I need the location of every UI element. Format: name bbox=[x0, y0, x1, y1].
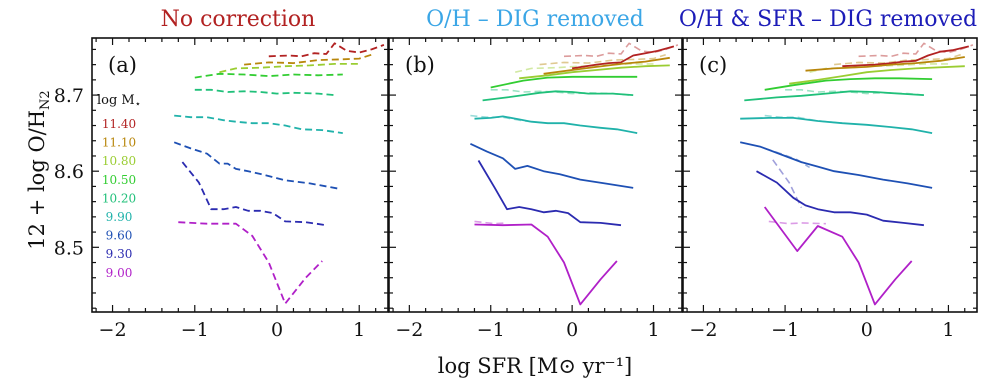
panel-a-series-line bbox=[181, 161, 327, 227]
panel-c-series-line bbox=[789, 65, 965, 85]
panel-c-title: O/H & SFR – DIG removed bbox=[679, 7, 977, 32]
panel-b-series-line bbox=[519, 64, 670, 80]
panels: −2 −1 0 1 8.5 8.6 8.7 (a) log M⋆ 11.40 11.10 10.80 1… bbox=[54, 37, 978, 341]
panel-c-x-tick-label: 1 bbox=[942, 319, 954, 341]
legend-title: log M⋆ bbox=[97, 93, 141, 110]
panel-a-y-tick-label: 8.7 bbox=[54, 85, 84, 107]
panel-b-series-line bbox=[543, 56, 670, 75]
panel-a-series-line bbox=[174, 114, 343, 134]
panel-c-series-line bbox=[744, 90, 924, 102]
panel-b-x-tick-label: −1 bbox=[477, 319, 505, 341]
panel-a-y-tick-label: 8.6 bbox=[54, 161, 84, 183]
panel-c-x-tick-label: 0 bbox=[861, 319, 873, 341]
panel-b-series-line bbox=[539, 53, 666, 66]
legend-entry: 10.50 bbox=[102, 173, 136, 187]
panel-c-series-line bbox=[763, 206, 913, 306]
panel-a-x-tick-label: −2 bbox=[99, 319, 127, 341]
panel-b-x-tick-label: 1 bbox=[647, 319, 659, 341]
panel-c-x-tick-label: −1 bbox=[771, 319, 799, 341]
panel-b: −2 −1 0 1 (b) bbox=[388, 37, 683, 341]
panel-a-label: (a) bbox=[108, 53, 137, 77]
panel-c-series-line bbox=[740, 141, 933, 189]
panel-c-series-line bbox=[834, 53, 961, 66]
panel-a-x-tick-label: 0 bbox=[271, 319, 283, 341]
panel-b-series-line bbox=[470, 114, 548, 124]
legend-entry: 11.10 bbox=[102, 136, 136, 150]
legend-entry: 9.30 bbox=[106, 247, 133, 261]
panel-a-y-tick-label: 8.5 bbox=[54, 237, 84, 259]
panel-a-series-line bbox=[219, 63, 360, 74]
legend-entry: 9.60 bbox=[106, 229, 133, 243]
y-axis-label-sub: N2 bbox=[38, 90, 53, 110]
panel-b-x-tick-label: 0 bbox=[566, 319, 578, 341]
panel-b-series-line bbox=[571, 45, 675, 70]
panel-b-label: (b) bbox=[405, 53, 435, 77]
y-axis-label: 12 + log O/HN2 bbox=[25, 90, 53, 249]
panel-c-series-line bbox=[764, 114, 843, 124]
panel-a-x-tick-label: −1 bbox=[181, 319, 209, 341]
panel-a-series-line bbox=[244, 53, 372, 66]
panel-c-frame bbox=[682, 37, 978, 313]
panel-b-title: O/H – DIG removed bbox=[426, 7, 644, 32]
panel-b-series-line bbox=[474, 220, 508, 225]
panel-a-series-line bbox=[194, 72, 343, 79]
panel-c-series-line bbox=[768, 220, 826, 225]
panel-a-title: No correction bbox=[161, 7, 316, 32]
panel-c-x-tick-label: −2 bbox=[689, 319, 717, 341]
legend: log M⋆ 11.40 11.10 10.80 10.50 10.20 9.90 9.60 9… bbox=[97, 93, 141, 280]
legend-title-text: log M bbox=[97, 93, 135, 108]
panel-c-series-line bbox=[764, 77, 933, 91]
panel-a-frame bbox=[91, 37, 389, 313]
panel-a-series-line bbox=[268, 42, 385, 58]
panel-b-series-line bbox=[474, 115, 638, 134]
legend-title-sub: ⋆ bbox=[135, 99, 141, 110]
panel-c-label: (c) bbox=[699, 53, 727, 77]
panel-a-series-line bbox=[173, 141, 339, 190]
legend-entry: 9.90 bbox=[106, 210, 133, 224]
legend-entry: 9.00 bbox=[106, 266, 133, 280]
y-axis-label-main: 12 + log O/H bbox=[25, 110, 49, 250]
panel-c-series-line bbox=[740, 117, 933, 134]
legend-entry: 11.40 bbox=[102, 117, 136, 131]
panel-c: −2 −1 0 1 (c) bbox=[682, 37, 978, 341]
panel-c-series-line bbox=[756, 170, 925, 227]
panel-a: −2 −1 0 1 8.5 8.6 8.7 (a) log M⋆ 11.40 11.10 10.80 1… bbox=[54, 37, 389, 341]
panel-b-series-line bbox=[477, 160, 622, 227]
panel-b-series-line bbox=[482, 90, 634, 102]
panel-b-series-line bbox=[490, 75, 638, 89]
panel-c-series-line bbox=[842, 45, 970, 68]
panel-a-series-line bbox=[178, 221, 323, 305]
legend-entry: 10.20 bbox=[102, 191, 136, 205]
panel-c-series-line bbox=[858, 42, 974, 58]
panel-b-frame bbox=[388, 37, 683, 313]
x-axis-label: log SFR [M⊙ yr⁻¹] bbox=[438, 354, 633, 378]
panel-c-series-line bbox=[805, 56, 965, 72]
panel-a-series-line bbox=[194, 88, 335, 96]
panel-b-x-tick-label: −2 bbox=[395, 319, 423, 341]
legend-entry: 10.80 bbox=[102, 154, 136, 168]
panel-a-x-tick-label: 1 bbox=[353, 319, 365, 341]
panel-b-series-line bbox=[474, 223, 618, 306]
panel-b-series-line bbox=[470, 142, 634, 189]
